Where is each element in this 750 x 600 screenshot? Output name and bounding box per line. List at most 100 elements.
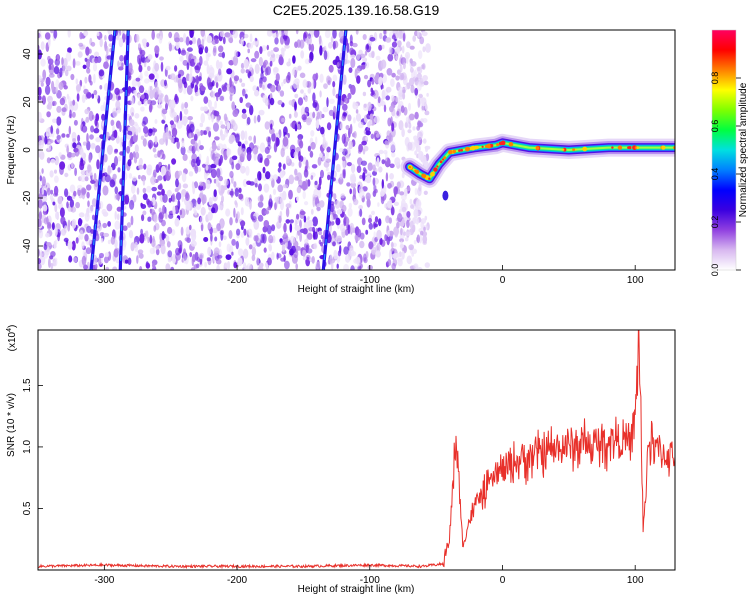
noise-blob [339,173,343,180]
spectrogram-x-label: Height of straight line (km) [298,284,415,295]
noise-blob [174,37,180,43]
noise-blob [185,36,190,46]
noise-blob [254,89,260,97]
noise-blob [371,78,375,85]
noise-blob [183,108,189,115]
noise-blob [175,247,181,256]
noise-blob [236,228,241,236]
noise-blob [268,235,274,244]
noise-blob [349,188,353,195]
noise-blob [182,248,187,259]
noise-blob [405,54,409,65]
noise-blob [267,257,272,266]
noise-blob [102,211,109,217]
noise-blob [306,117,312,126]
noise-blob [49,194,54,201]
noise-blob [422,138,427,144]
noise-blob [71,152,76,158]
noise-blob [289,223,293,233]
noise-blob [412,35,417,42]
noise-blob [234,187,239,197]
noise-blob [181,194,184,203]
noise-blob [271,224,276,232]
noise-blob [299,72,306,79]
noise-blob [103,153,108,163]
noise-blob [275,136,279,148]
snr-panel: -300 -200 -100 0 100 0.5 1.0 1.5 Height of str… [6,325,676,595]
noise-blob [185,202,191,211]
noise-blob [205,164,209,171]
snr-series-line [38,330,675,570]
noise-blob [138,174,141,180]
noise-blob [53,66,60,75]
noise-blob [360,64,366,70]
noise-blob [276,252,279,260]
noise-blob [149,247,155,255]
noise-blob [215,59,220,70]
noise-blob [312,101,318,109]
noise-blob [319,200,325,208]
noise-blob [144,78,150,84]
noise-blob [105,266,110,270]
noise-blob [393,201,399,206]
noise-blob [422,234,428,244]
noise-blob [69,199,74,208]
noise-blob [209,66,215,77]
noise-blob [308,227,314,232]
noise-blob [378,218,382,227]
noise-blob [363,74,369,80]
noise-blob [50,125,53,135]
noise-blob [272,174,278,181]
noise-blob [235,202,239,208]
noise-blob [401,251,405,260]
noise-blob [249,105,254,116]
x-tick-label: -300 [94,275,114,286]
noise-blob [222,36,226,45]
noise-blob [324,30,331,39]
noise-blob [128,230,134,239]
noise-blob [56,134,61,140]
noise-blob [210,168,217,179]
noise-blob [159,90,162,95]
noise-blob [246,116,251,125]
noise-blob [94,118,98,127]
signal-hotspot [408,166,412,169]
noise-blob [343,263,349,270]
noise-blob [413,208,419,219]
noise-blob [413,240,417,245]
noise-blob [179,209,183,216]
noise-blob [345,136,350,142]
noise-blob [114,220,121,230]
noise-blob [162,193,168,203]
noise-blob [213,110,220,117]
noise-blob [415,201,422,206]
noise-blob [104,41,107,52]
noise-blob [385,86,392,93]
signal-hotspot [414,169,417,173]
noise-blob [238,187,242,193]
noise-blob [110,236,116,245]
noise-blob [145,262,151,269]
noise-blob [253,115,257,124]
noise-blob [263,247,267,253]
noise-blob [52,100,57,106]
noise-blob [128,173,133,179]
noise-blob [346,182,351,187]
noise-blob [69,109,72,119]
noise-blob [259,157,263,164]
noise-blob [381,159,386,165]
noise-blob [421,31,428,37]
noise-blob [167,250,173,258]
noise-blob [220,124,226,129]
noise-blob [279,192,285,197]
noise-blob [99,37,103,48]
noise-blob [307,216,310,221]
noise-blob [259,194,264,202]
noise-blob [168,197,172,203]
noise-blob [290,122,296,128]
noise-blob [135,34,140,43]
noise-blob [241,108,247,114]
noise-blob [364,61,370,69]
noise-blob [394,157,401,166]
spectrogram-y-ticks: -40 -20 0 20 40 [22,48,43,253]
